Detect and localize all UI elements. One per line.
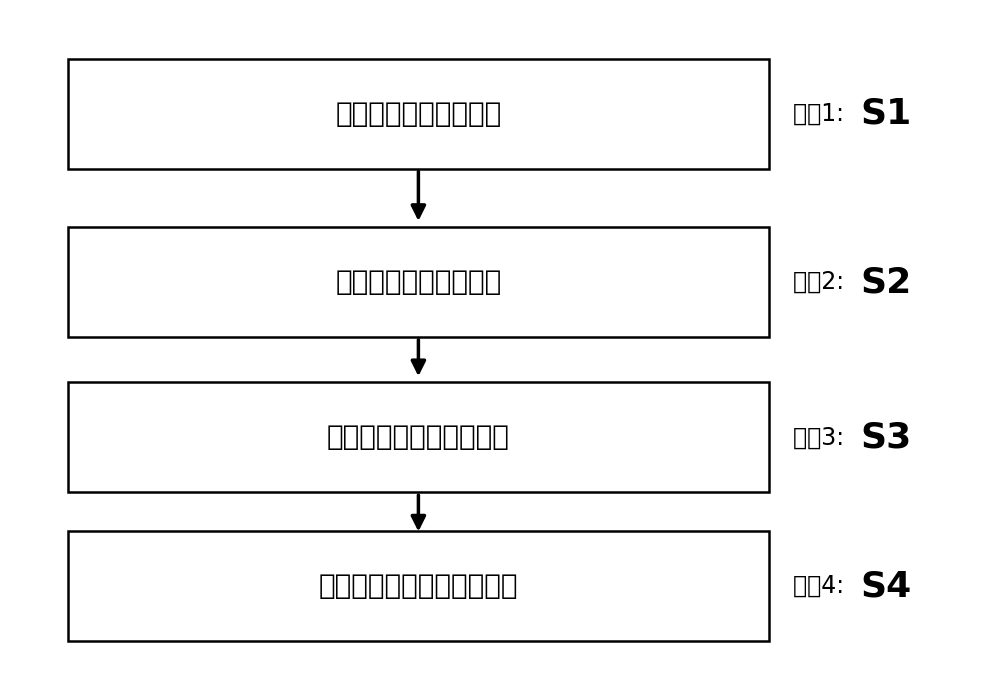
Text: 酰亚胺化（加热固化处理）: 酰亚胺化（加热固化处理） bbox=[319, 572, 518, 600]
Text: 步骤4:: 步骤4: bbox=[793, 574, 851, 598]
Text: 干燥（溶剂的加热除去）: 干燥（溶剂的加热除去） bbox=[327, 423, 510, 452]
FancyBboxPatch shape bbox=[68, 59, 769, 168]
Text: S1: S1 bbox=[860, 97, 911, 131]
Text: 步骤2:: 步骤2: bbox=[793, 270, 851, 294]
Text: 聚酰亚胺层前体的涂布: 聚酰亚胺层前体的涂布 bbox=[335, 268, 502, 296]
FancyBboxPatch shape bbox=[68, 227, 769, 337]
FancyBboxPatch shape bbox=[68, 382, 769, 492]
Text: 步骤3:: 步骤3: bbox=[793, 425, 851, 450]
Text: S3: S3 bbox=[860, 421, 911, 454]
Text: 在金属箔表面形成镀层: 在金属箔表面形成镀层 bbox=[335, 100, 502, 128]
Text: 步骤1:: 步骤1: bbox=[793, 102, 851, 126]
Text: S4: S4 bbox=[860, 569, 911, 603]
FancyBboxPatch shape bbox=[68, 531, 769, 641]
Text: S2: S2 bbox=[860, 265, 911, 299]
